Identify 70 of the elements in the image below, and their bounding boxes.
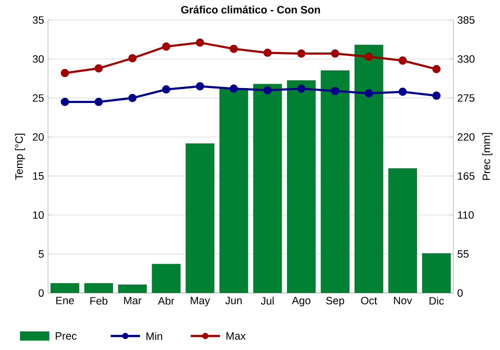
point — [432, 65, 441, 74]
point — [432, 92, 441, 100]
point — [94, 64, 103, 72]
bar — [388, 168, 418, 293]
bar — [84, 283, 114, 293]
point — [398, 88, 407, 96]
x-tick-label: Ene — [56, 296, 74, 304]
point — [364, 52, 374, 61]
y2-tick-label: 330 — [458, 55, 475, 63]
point — [230, 44, 238, 53]
y2-axis-title: Prec [mm] — [482, 132, 492, 180]
y2-tick-label: 0 — [458, 289, 463, 297]
x-tick-label: Jun — [225, 296, 242, 304]
x-tick-label: Dic — [430, 296, 444, 305]
x-tick-label: Ago — [292, 296, 310, 306]
bar — [50, 283, 80, 293]
y-tick-label: 20 — [32, 133, 44, 141]
x-tick-label: May — [190, 296, 210, 306]
bar — [354, 44, 384, 293]
legend-label: Min — [146, 332, 162, 340]
y-tick-label: 0 — [38, 289, 44, 297]
y-tick-label: 15 — [33, 172, 44, 180]
bar — [253, 84, 282, 293]
point — [128, 94, 137, 102]
bar — [422, 253, 451, 293]
bar — [320, 70, 350, 293]
bar — [118, 284, 147, 293]
point — [60, 68, 70, 78]
point — [196, 82, 204, 90]
legend-label: Prec — [56, 332, 77, 340]
bar — [286, 80, 316, 293]
y-axis-title: Temp [°C] — [14, 134, 25, 180]
point — [128, 54, 137, 62]
y2-tick-label: 220 — [458, 133, 475, 141]
y2-tick-label: 385 — [458, 16, 474, 24]
y-tick-label: 30 — [32, 55, 44, 63]
point — [263, 86, 272, 94]
y-tick-label: 25 — [32, 94, 44, 102]
y2-tick-label: 275 — [458, 94, 474, 102]
y-tick-label: 10 — [33, 211, 44, 219]
point — [330, 49, 340, 58]
point — [364, 89, 374, 98]
point — [330, 86, 340, 96]
point — [94, 98, 103, 106]
x-tick-label: Oct — [361, 296, 378, 304]
point — [162, 42, 170, 51]
chart-title: Gráfico climático - Con Son — [181, 6, 320, 14]
x-tick-label: Feb — [90, 296, 108, 305]
bar — [152, 264, 181, 293]
point — [398, 56, 407, 65]
x-tick-label: Jul — [260, 296, 274, 305]
point — [297, 84, 306, 93]
y-tick-label: 35 — [32, 16, 44, 24]
x-tick-label: Sep — [326, 296, 344, 306]
x-tick-label: Mar — [124, 296, 142, 304]
legend-label: Max — [226, 332, 246, 340]
x-tick-label: Abr — [158, 296, 174, 305]
y-tick-label: 5 — [38, 250, 44, 258]
y2-tick-label: 55 — [458, 250, 469, 258]
y2-tick-label: 110 — [458, 211, 474, 219]
x-tick-label: Nov — [394, 296, 412, 304]
point — [263, 48, 272, 57]
y2-tick-label: 165 — [458, 172, 474, 180]
bar — [186, 143, 214, 293]
point — [196, 38, 204, 47]
point — [297, 49, 306, 58]
bar — [219, 88, 248, 293]
point — [162, 85, 170, 94]
point — [230, 84, 238, 93]
point — [60, 98, 70, 106]
